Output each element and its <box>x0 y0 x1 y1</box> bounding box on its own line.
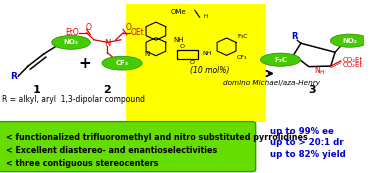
Text: R = alkyl, aryl  1,3-dipolar compound: R = alkyl, aryl 1,3-dipolar compound <box>2 95 145 104</box>
Text: +: + <box>78 56 91 71</box>
Ellipse shape <box>330 34 369 47</box>
Ellipse shape <box>260 53 301 66</box>
Text: OEt: OEt <box>131 28 145 37</box>
Text: domino Michael/aza-Henry: domino Michael/aza-Henry <box>223 80 320 86</box>
Text: 1: 1 <box>33 85 40 95</box>
Text: NO₂: NO₂ <box>342 38 357 44</box>
Text: O: O <box>180 44 184 49</box>
Text: O: O <box>190 60 195 65</box>
Text: up to 99% ee: up to 99% ee <box>270 127 333 136</box>
Text: 2: 2 <box>104 85 111 95</box>
FancyBboxPatch shape <box>0 122 256 172</box>
Text: NH: NH <box>173 37 184 43</box>
Text: F₃C: F₃C <box>237 34 248 39</box>
Text: H: H <box>204 14 208 19</box>
Ellipse shape <box>102 56 142 70</box>
Text: < Excellent diastereo- and enantioselectivities: < Excellent diastereo- and enantioselect… <box>6 146 217 155</box>
Text: R: R <box>11 72 17 81</box>
Text: R: R <box>291 32 297 41</box>
Text: N: N <box>144 51 149 57</box>
Text: CO₂Et: CO₂Et <box>343 62 363 68</box>
Text: H: H <box>319 70 324 75</box>
Text: < three contiguous stereocenters: < three contiguous stereocenters <box>6 159 159 168</box>
Text: (10 mol%): (10 mol%) <box>190 66 229 75</box>
Ellipse shape <box>52 35 90 49</box>
Text: 3: 3 <box>309 85 316 95</box>
Text: NH: NH <box>202 51 212 56</box>
Text: OMe: OMe <box>170 9 186 15</box>
Text: NO₂: NO₂ <box>64 39 79 45</box>
Text: up to 82% yield: up to 82% yield <box>270 150 345 159</box>
Text: O: O <box>85 23 91 32</box>
Text: CO₂Et: CO₂Et <box>343 57 363 63</box>
Text: N: N <box>104 39 111 48</box>
Text: < functionalized trifluoromethyl and nitro substituted pyrrolidines: < functionalized trifluoromethyl and nit… <box>6 133 308 142</box>
Text: O: O <box>125 23 132 32</box>
Text: CF₃: CF₃ <box>116 60 129 66</box>
Text: up to > 20:1 dr: up to > 20:1 dr <box>270 138 343 147</box>
Text: CF₃: CF₃ <box>237 55 247 60</box>
Text: F₃C: F₃C <box>274 57 287 63</box>
Text: EtO: EtO <box>66 28 79 37</box>
FancyBboxPatch shape <box>125 4 266 122</box>
Text: N: N <box>315 66 321 75</box>
